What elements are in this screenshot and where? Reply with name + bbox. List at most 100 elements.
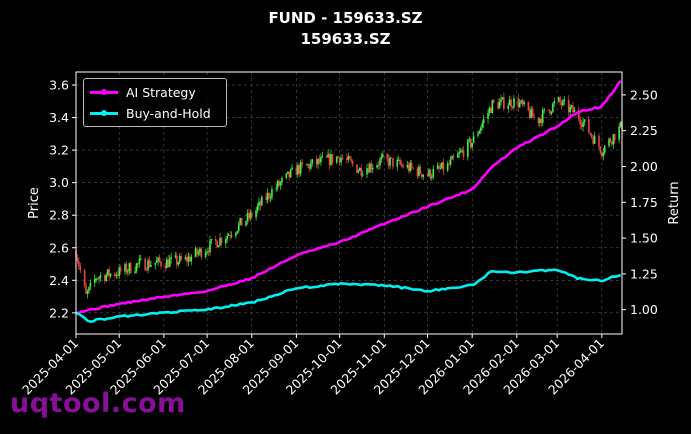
- candle-body: [331, 154, 334, 163]
- candle-body: [325, 156, 328, 158]
- candle-body: [380, 156, 383, 160]
- candle-body: [268, 192, 270, 199]
- candle-body: [155, 261, 158, 264]
- candle-body: [116, 274, 119, 276]
- candle-body: [255, 210, 257, 218]
- candle-body: [167, 259, 170, 268]
- candle-body: [478, 130, 481, 134]
- candle-body: [482, 118, 485, 124]
- candle-body: [612, 134, 615, 145]
- candle-body: [216, 240, 218, 248]
- candle-body: [176, 255, 178, 265]
- candle-body: [165, 259, 168, 269]
- candle-body: [220, 238, 223, 244]
- candle-body: [261, 196, 263, 206]
- candle-body: [471, 142, 473, 148]
- candle-body: [602, 152, 605, 157]
- candle-body: [199, 248, 201, 253]
- candle-body: [618, 126, 620, 140]
- y-tick-label-left: 2.6: [49, 240, 69, 255]
- candle-body: [250, 212, 253, 218]
- candle-body: [305, 164, 308, 166]
- candle-body: [487, 113, 489, 119]
- candle-body: [279, 182, 282, 186]
- candle-body: [501, 97, 504, 100]
- candle-body: [609, 138, 612, 143]
- candle-body: [451, 156, 453, 160]
- candle-body: [115, 274, 118, 276]
- candle-body: [382, 154, 384, 157]
- candle-body: [598, 135, 600, 147]
- candle-body: [275, 187, 278, 190]
- candle-body: [399, 159, 401, 165]
- candle-body: [288, 171, 291, 178]
- legend-label-ai: AI Strategy: [126, 84, 196, 100]
- y-tick-label-left: 3.4: [49, 110, 69, 125]
- candle-body: [83, 269, 86, 286]
- series-line-ai-strategy: [75, 80, 622, 315]
- candle-body: [407, 164, 410, 172]
- candle-body: [190, 256, 193, 262]
- candle-body: [539, 118, 541, 124]
- candle-body: [416, 168, 419, 176]
- candle-body: [371, 167, 374, 170]
- legend: AI Strategy Buy-and-Hold: [83, 78, 227, 127]
- candle-body: [114, 273, 116, 276]
- candle-body: [582, 122, 584, 127]
- y-tick-label-left: 3.6: [49, 78, 69, 93]
- candle-body: [550, 111, 553, 114]
- candle-body: [144, 258, 146, 271]
- candle-body: [299, 162, 302, 174]
- candle-body: [128, 263, 131, 271]
- candle-body: [491, 100, 494, 114]
- candle-body: [225, 239, 227, 244]
- candle-body: [406, 164, 409, 168]
- candle-body: [246, 213, 249, 221]
- candle-body: [601, 152, 603, 157]
- candle-body: [577, 109, 580, 120]
- candle-body: [458, 152, 461, 154]
- candle-body: [320, 157, 322, 163]
- candle-body: [589, 132, 592, 135]
- candle-body: [93, 278, 96, 283]
- candle-body: [497, 102, 499, 109]
- legend-item-buy-and-hold: Buy-and-Hold: [90, 104, 211, 122]
- candle-body: [442, 162, 445, 171]
- candle-body: [356, 164, 358, 173]
- candle-body: [396, 159, 399, 167]
- candle-body: [498, 101, 501, 109]
- candle-body: [599, 146, 602, 153]
- candle-body: [269, 197, 272, 199]
- candle-body: [377, 165, 380, 167]
- candle-body: [357, 170, 360, 173]
- candle-body: [533, 116, 535, 118]
- candle-body: [611, 142, 613, 145]
- candle-body: [376, 165, 378, 168]
- candle-body: [572, 105, 574, 113]
- candle-body: [335, 156, 338, 163]
- candle-body: [348, 156, 351, 160]
- candle-body: [337, 156, 339, 158]
- candle-body: [507, 105, 509, 110]
- candle-body: [189, 256, 191, 262]
- candle-body: [481, 123, 484, 128]
- candle-body: [459, 151, 462, 153]
- candle-body: [563, 99, 566, 101]
- plot-frame: [75, 71, 623, 335]
- candle-body: [446, 163, 449, 171]
- candle-body: [227, 234, 230, 236]
- chart-title: FUND - 159633.SZ: [268, 9, 423, 27]
- candle-body: [490, 107, 492, 114]
- watermark-logo: uqtool.com: [10, 388, 186, 419]
- candle-body: [194, 248, 197, 257]
- candle-body: [350, 159, 352, 162]
- candle-body: [351, 161, 354, 165]
- candle-body: [99, 275, 102, 278]
- candle-body: [259, 201, 262, 206]
- candle-body: [134, 271, 136, 274]
- candle-body: [258, 201, 260, 207]
- candle-body: [469, 139, 472, 148]
- candles: [75, 92, 623, 299]
- candle-body: [106, 269, 109, 275]
